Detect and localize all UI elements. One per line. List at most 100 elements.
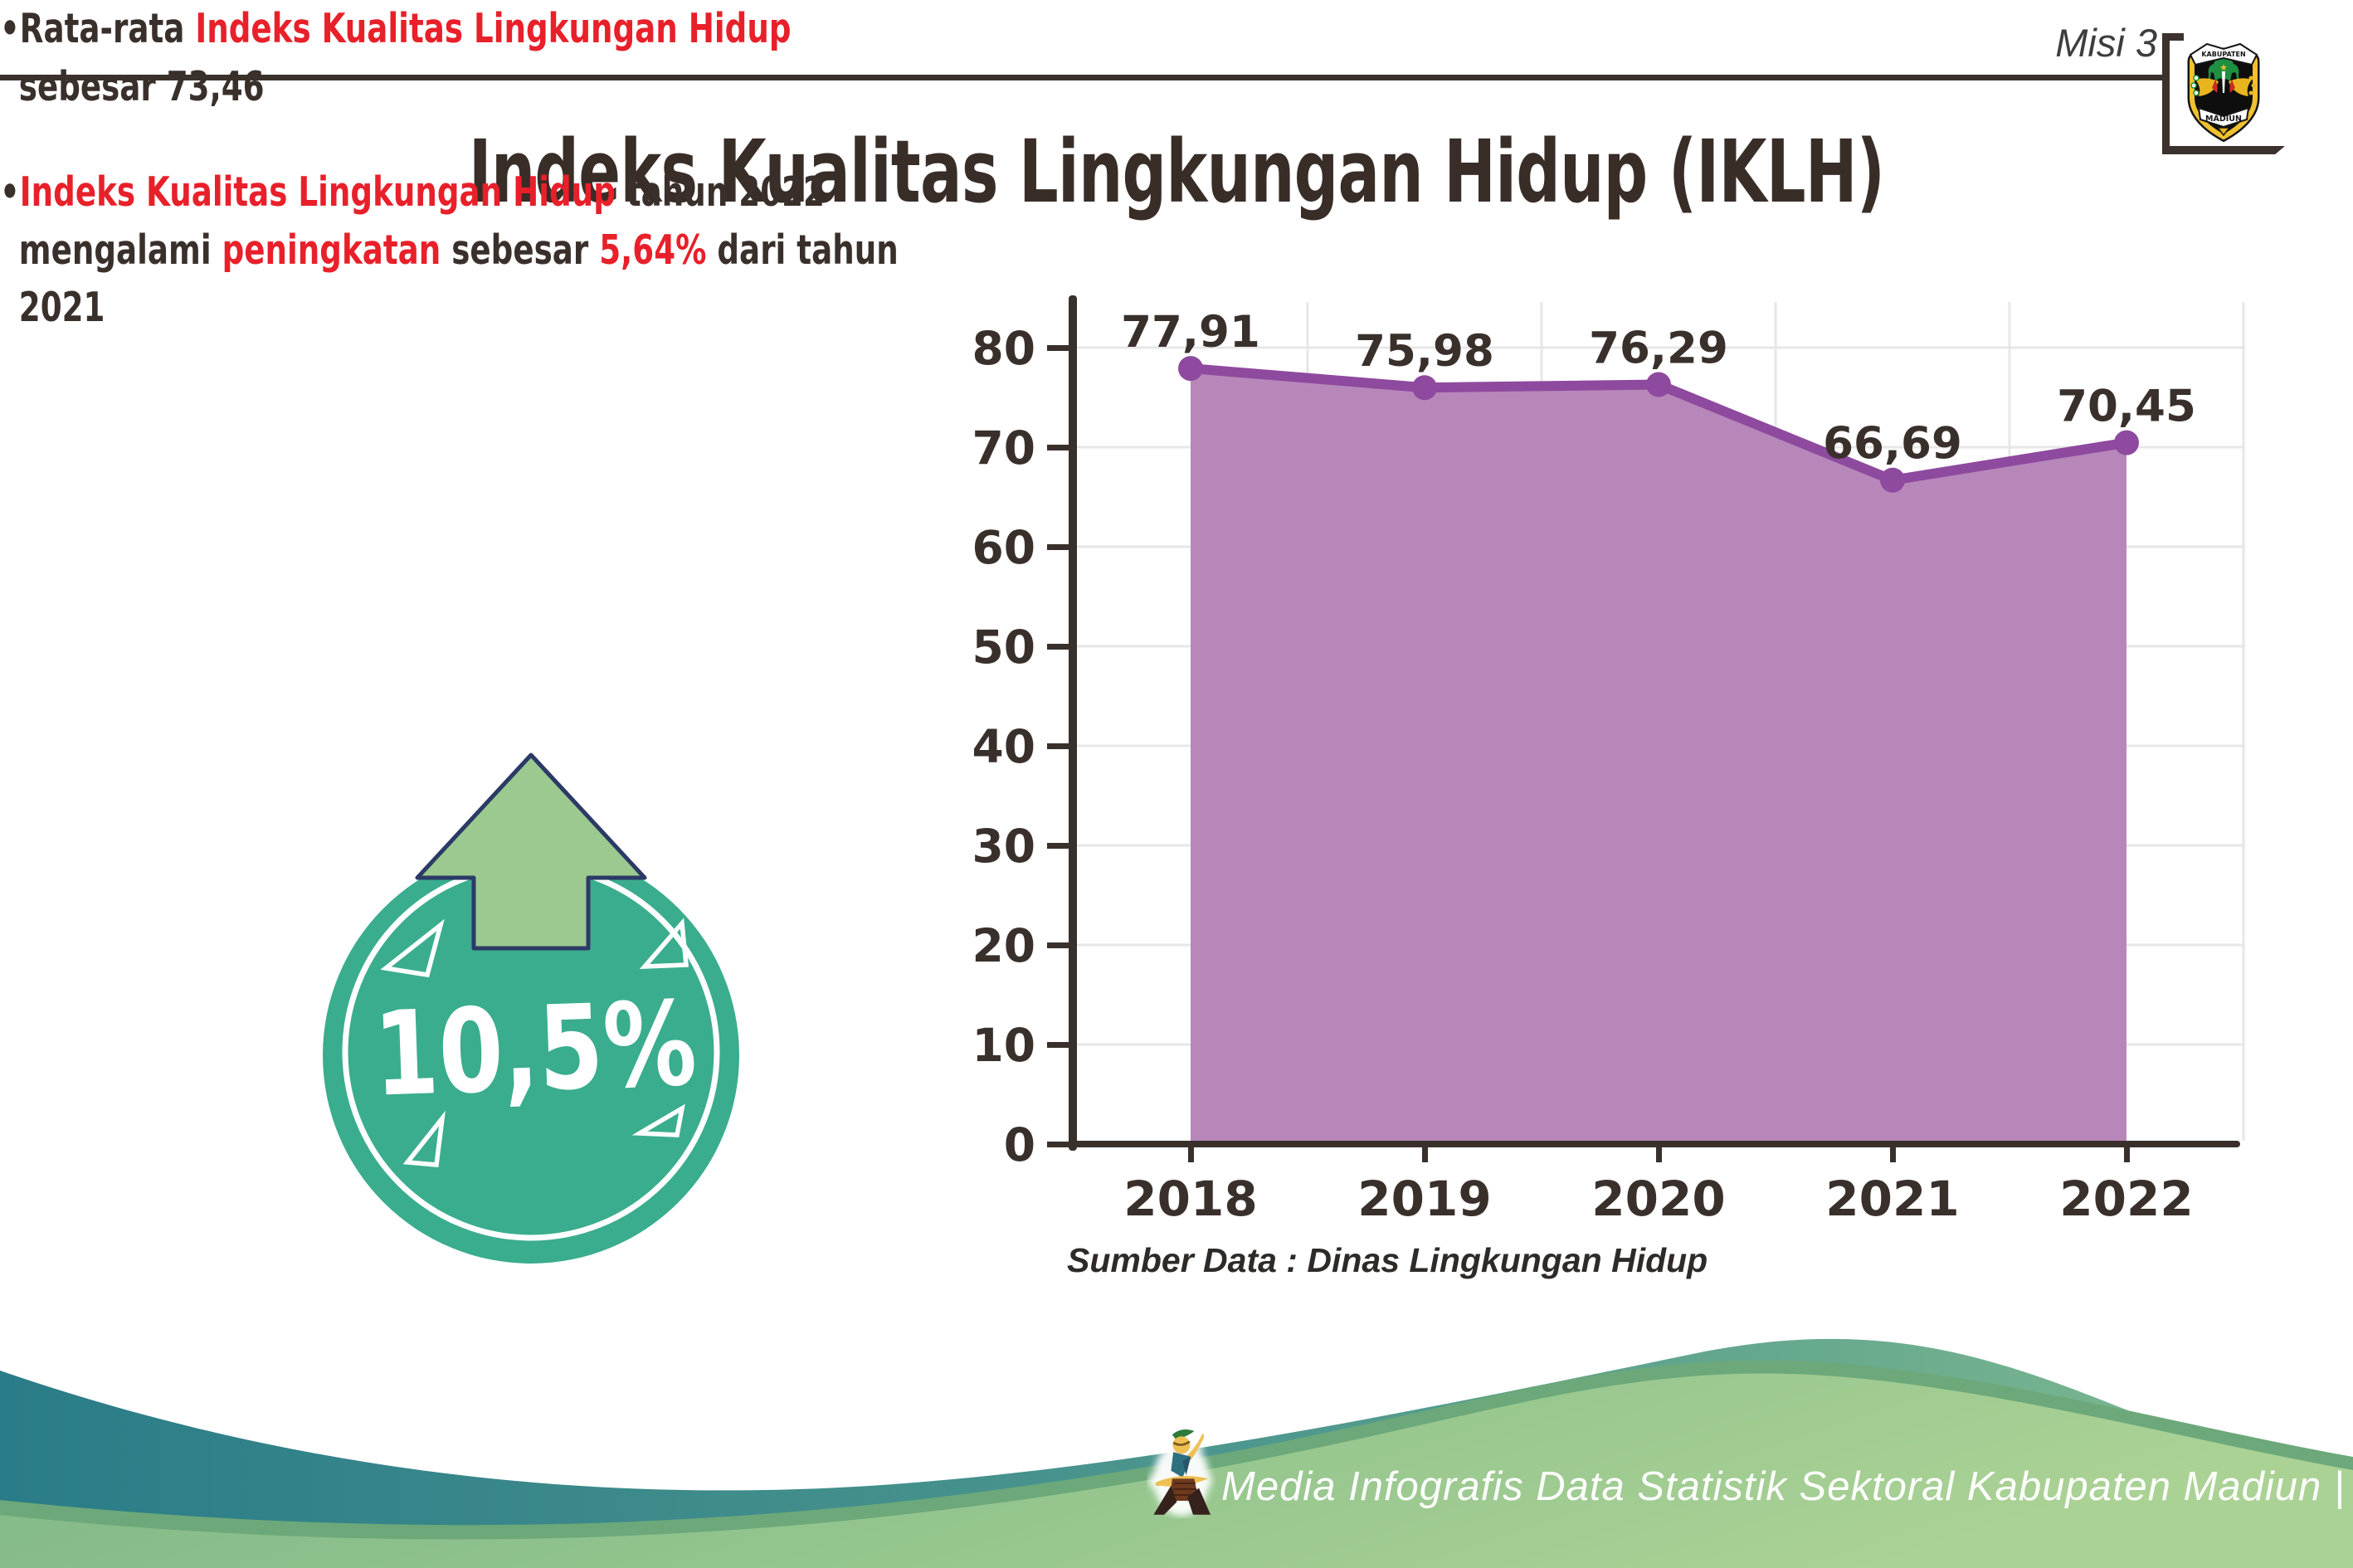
crest-rice — [2248, 75, 2253, 80]
bullet-text: tahun 2022 mengalami — [18, 168, 825, 274]
mascot-arm-raised — [1186, 1433, 1204, 1460]
data-point-marker — [1412, 375, 1437, 401]
y-axis-tick — [1047, 445, 1069, 450]
y-axis-tick — [1047, 644, 1069, 650]
bullet-text: dari tahun 2021 — [18, 226, 899, 332]
crest-rice — [2248, 90, 2253, 95]
bullet-marker: • — [0, 5, 20, 52]
crest-wing-left — [2195, 78, 2219, 96]
area-fill — [1191, 368, 2126, 1145]
y-axis-tick — [1047, 942, 1069, 948]
x-axis-tick — [1890, 1147, 1896, 1162]
crest-cotton — [2190, 82, 2197, 89]
crest-ornament — [2216, 127, 2231, 137]
data-point-marker — [1178, 356, 1203, 382]
y-axis-tick — [1047, 843, 1069, 849]
mascot-torso — [1171, 1452, 1191, 1478]
crest-banner-bottom-text: MADIUN — [2205, 114, 2242, 124]
data-value-label: 75,98 — [1355, 326, 1494, 377]
data-point-marker — [1880, 467, 1905, 493]
y-axis-tick — [1047, 1142, 1069, 1147]
y-axis-tick — [1047, 345, 1069, 351]
increase-badge — [323, 752, 739, 1264]
x-axis-tick — [1422, 1147, 1428, 1162]
x-axis-category-label: 2018 — [1123, 1171, 1257, 1227]
logo-frame-vertical — [2162, 33, 2170, 154]
crest-banner-bottom — [2197, 106, 2250, 129]
x-axis-tick — [2124, 1147, 2130, 1162]
sparkle-triangle-icon — [639, 918, 689, 970]
x-axis-category-label: 2020 — [1591, 1171, 1725, 1227]
y-axis-tick-label: 20 — [972, 919, 1035, 972]
logo-frame-bottom — [2162, 146, 2285, 154]
y-axis-tick-label: 60 — [972, 521, 1035, 574]
y-axis-tick-label: 10 — [972, 1019, 1035, 1072]
mascot-leg-left — [1153, 1485, 1177, 1515]
mascot-leg-right — [1187, 1488, 1211, 1515]
badge-circle — [323, 847, 739, 1264]
data-line — [1186, 363, 2131, 485]
crest-wing-right — [2229, 78, 2252, 96]
mascot-face-line — [1172, 1440, 1191, 1446]
bullet-text-highlight: 5,64% — [599, 226, 707, 274]
y-axis-tick — [1047, 743, 1069, 749]
source-note: Sumber Data : Dinas Lingkungan Hidup — [1067, 1241, 1708, 1279]
mascot-sash — [1182, 1456, 1191, 1476]
crest-cotton — [2193, 75, 2200, 81]
data-value-label: 76,29 — [1589, 324, 1728, 374]
crest-flame — [2212, 80, 2218, 93]
data-point-marker — [2114, 430, 2139, 455]
y-axis-tick-label: 50 — [972, 621, 1035, 674]
y-axis-tick-label: 0 — [1004, 1118, 1035, 1171]
bullet-text-highlight: Indeks Kualitas Lingkungan Hidup — [195, 5, 792, 52]
crest-keris — [2222, 71, 2225, 93]
data-value-label: 77,91 — [1121, 307, 1260, 358]
key-findings-list: •Rata-rata Indeks Kualitas Lingkungan Hi… — [0, 0, 921, 337]
sparkle-triangle-icon — [631, 1103, 685, 1137]
badge-value: 10,5% — [371, 976, 699, 1123]
y-axis-tick-label: 40 — [972, 720, 1035, 773]
page-title: Indeks Kualitas Lingkungan Hidup (IKLH) — [468, 121, 1885, 222]
bullet-text: sebesar — [441, 226, 600, 274]
crest-banner-top — [2189, 42, 2258, 66]
y-axis-line — [1069, 295, 1077, 1151]
bullet-average-iklh: •Rata-rata Indeks Kualitas Lingkungan Hi… — [0, 0, 921, 115]
sparkle-triangle-icon — [402, 1110, 446, 1167]
x-axis-category-label: 2022 — [2059, 1171, 2193, 1227]
crest-rice — [2251, 83, 2256, 88]
x-axis-category-label: 2021 — [1825, 1171, 1959, 1227]
kabupaten-madiun-crest-icon: KABUPATEN ★ MADIUN — [2187, 42, 2260, 143]
x-axis-category-label: 2019 — [1357, 1171, 1491, 1227]
y-axis-tick-label: 70 — [972, 421, 1035, 475]
logo-frame-stub — [2162, 33, 2184, 41]
data-value-label: 70,45 — [2057, 382, 2196, 432]
x-axis-tick — [1188, 1147, 1194, 1162]
y-axis-tick — [1047, 544, 1069, 550]
x-axis-line — [1069, 1141, 2240, 1147]
bullet-marker: • — [0, 168, 20, 217]
bullet-text: sebesar 73,46 — [18, 62, 265, 110]
bullet-text-highlight: peningkatan — [222, 226, 441, 274]
up-arrow-icon — [415, 752, 647, 951]
x-axis-tick — [1656, 1147, 1662, 1162]
y-axis-tick-label: 30 — [972, 820, 1035, 873]
crest-banner-top-text: KABUPATEN — [2201, 51, 2245, 58]
bullet-text: Rata-rata — [19, 5, 196, 52]
y-axis-tick-label: 80 — [972, 322, 1035, 375]
crest-tree-icon — [2208, 58, 2239, 81]
data-value-label: 66,69 — [1823, 419, 1962, 470]
mission-label: Misi 3 — [2055, 21, 2157, 65]
data-point-marker — [1646, 372, 1671, 397]
footer-credit: Media Infografis Data Statistik Sektoral… — [1221, 1464, 2346, 1509]
crest-cotton — [2193, 90, 2200, 96]
crest-flame — [2229, 80, 2235, 93]
header-rule — [0, 75, 2162, 80]
crest-star-icon: ★ — [2219, 62, 2228, 73]
mascot-hat — [1172, 1429, 1195, 1439]
mascot-icon — [1148, 1427, 1212, 1517]
badge-sparkle-triangles — [380, 918, 689, 1167]
sparkle-triangle-icon — [380, 918, 445, 978]
bullet-text-highlight: Indeks Kualitas Lingkungan Hidup — [19, 168, 616, 217]
y-axis-tick — [1047, 1042, 1069, 1048]
